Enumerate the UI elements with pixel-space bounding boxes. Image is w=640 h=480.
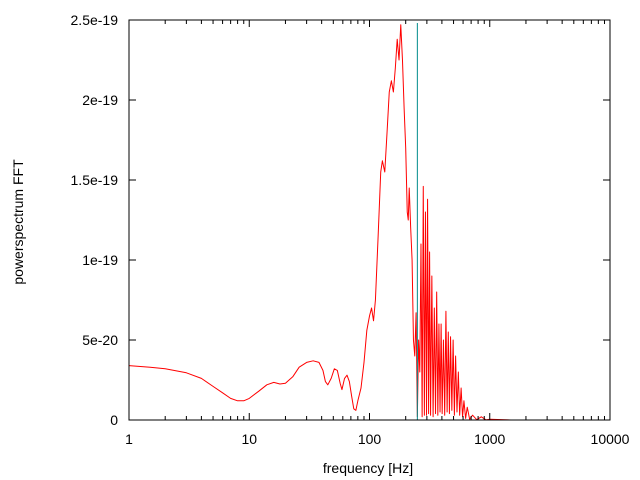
y-tick-label: 0	[110, 412, 118, 428]
x-tick-label: 100	[358, 431, 382, 447]
x-tick-label: 1000	[474, 431, 505, 447]
plot-frame	[128, 19, 611, 421]
y-axis-ticks: 0 5e-20 1e-19 1.5e-19 2e-19 2.5e-19	[71, 12, 610, 428]
y-axis-title: powerspectrum FFT	[10, 159, 26, 285]
x-tick-label: 10000	[591, 431, 630, 447]
y-tick-label: 1.5e-19	[71, 172, 119, 188]
plot-area	[128, 19, 611, 421]
x-tick-label: 1	[125, 431, 133, 447]
series-line-0	[128, 24, 610, 421]
x-axis-title: frequency [Hz]	[323, 460, 413, 476]
y-tick-label: 2e-19	[82, 92, 118, 108]
y-tick-label: 1e-19	[82, 252, 118, 268]
y-tick-label: 2.5e-19	[71, 12, 119, 28]
x-tick-label: 10	[241, 431, 257, 447]
x-axis-ticks: 1 10 100 1000 10000	[125, 20, 630, 447]
y-tick-label: 5e-20	[82, 332, 118, 348]
